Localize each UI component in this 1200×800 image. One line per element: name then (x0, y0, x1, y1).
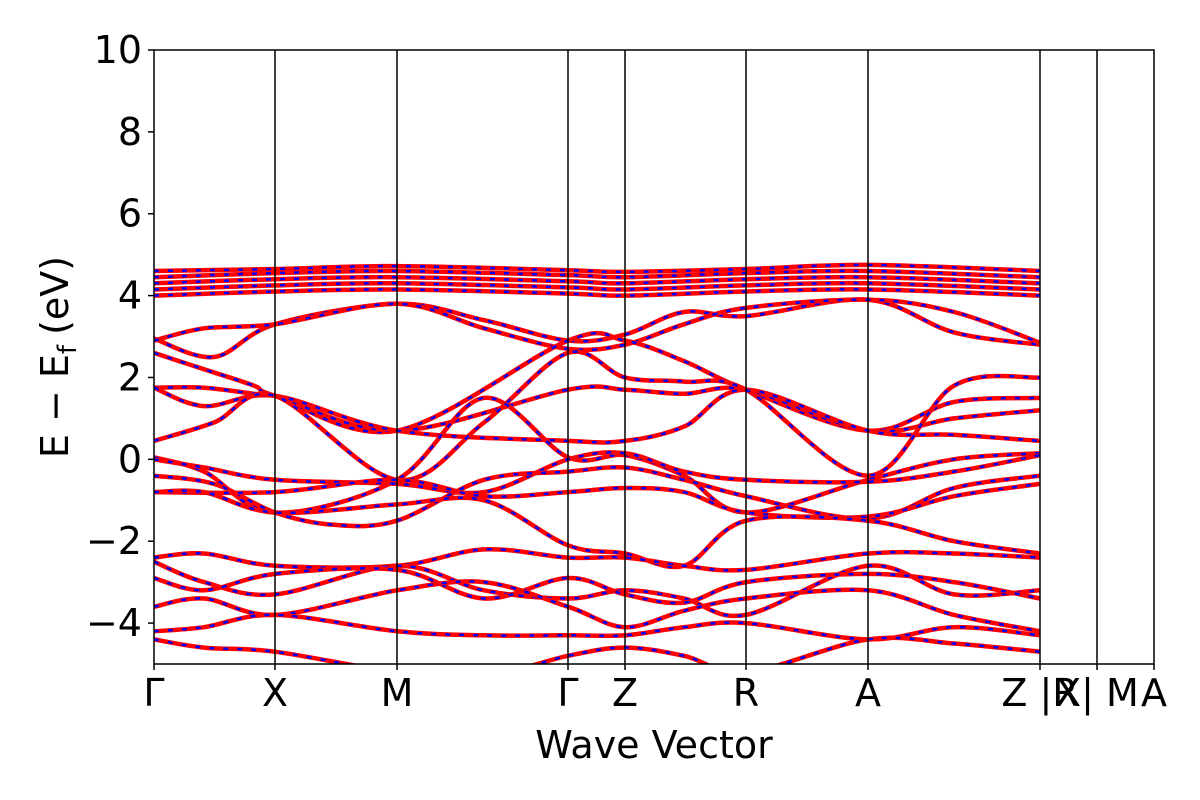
band-21-spin-down (154, 636, 1041, 664)
x-axis-title: Wave Vector (535, 723, 773, 767)
y-tick-label-4: 2 (118, 355, 142, 399)
y-tick-label-1: 8 (118, 110, 142, 154)
y-axis-title: E − Ef (eV) (33, 256, 83, 458)
y-tick-label-0: 10 (94, 28, 142, 72)
y-tick-label-5: 0 (118, 437, 142, 481)
x-tick-label-6: A (855, 671, 881, 715)
x-tick-label-0: Γ (143, 671, 164, 715)
y-tick-label-6: −2 (86, 519, 142, 563)
y-axis-title-sub: f (53, 344, 83, 354)
band-5-spin-down (154, 298, 1041, 359)
x-tick-label-3: Γ (557, 671, 578, 715)
band-12-spin-down (154, 451, 1041, 495)
y-axis-ticks: 10 8 6 4 2 0 −2 −4 (86, 28, 154, 645)
x-tick-label-9: A (1141, 671, 1167, 715)
x-tick-label-8: X| M (1055, 671, 1139, 716)
y-axis-title-unit: (eV) (33, 256, 77, 335)
x-tick-label-2: M (381, 671, 414, 715)
y-axis-title-main: E − E (33, 354, 77, 458)
x-tick-label-4: Z (612, 671, 638, 715)
band-14-spin-up (154, 477, 1041, 520)
y-tick-label-2: 6 (118, 192, 142, 236)
band-9-spin-down (154, 386, 1041, 444)
kpoint-lines-layer (274, 50, 1098, 664)
band-6-spin-down (154, 298, 1041, 352)
y-tick-label-7: −4 (86, 601, 142, 645)
y-tick-label-3: 4 (118, 274, 142, 318)
plot-frame (153, 49, 1155, 665)
band-19-spin-down (154, 580, 1041, 633)
x-tick-label-7: Z |R (1001, 671, 1078, 716)
x-tick-label-1: X (262, 671, 288, 715)
x-tick-label-5: R (733, 671, 759, 715)
